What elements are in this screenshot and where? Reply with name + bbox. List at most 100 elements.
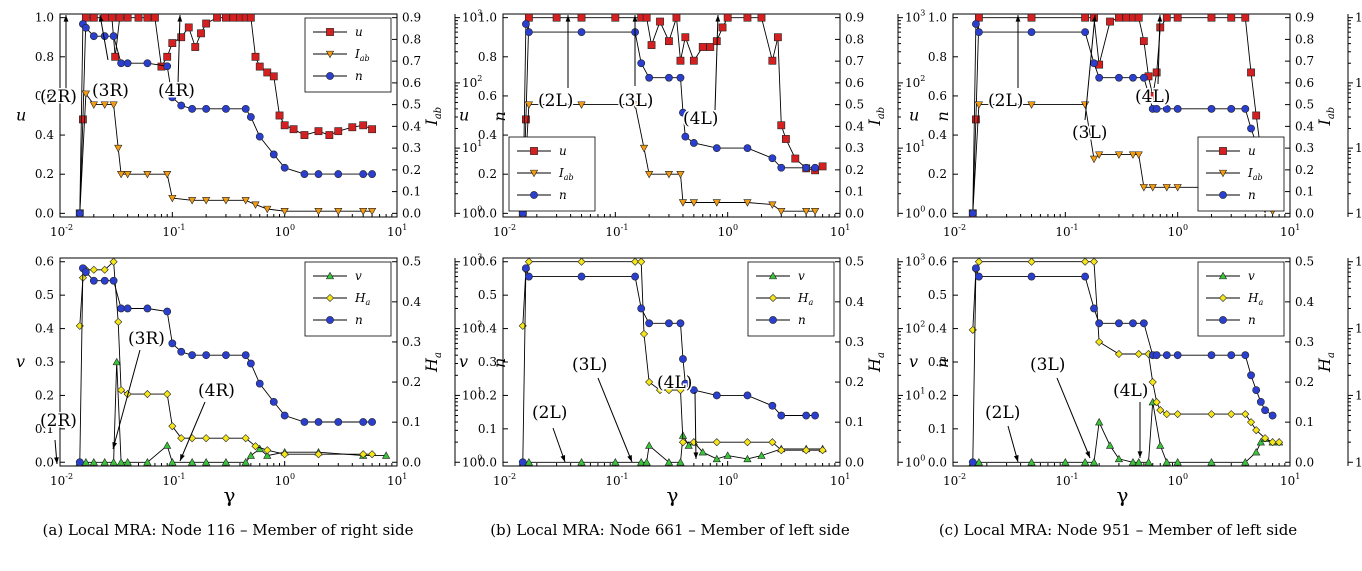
annotation-arrowhead <box>1091 15 1097 22</box>
data-point <box>300 418 309 426</box>
data-point <box>743 454 752 463</box>
annotation-arrow <box>597 377 633 463</box>
data-point <box>1089 458 1099 466</box>
data-point <box>123 59 132 68</box>
x-tick-label: 10-1 <box>1055 472 1078 488</box>
legend-marker <box>325 293 335 303</box>
legend-marker <box>1218 293 1228 303</box>
y-left-tick-label: 0.6 <box>35 255 54 269</box>
y-right2-tick-label: 101 <box>1355 139 1362 155</box>
data-point <box>188 458 197 466</box>
y-right2-tick-label: 100 <box>905 204 925 220</box>
data-point <box>631 257 640 266</box>
data-point <box>1275 438 1284 447</box>
data-point <box>111 52 120 61</box>
annotation-arrow <box>694 391 697 460</box>
y-right-tick-label: 0.1 <box>1295 415 1314 429</box>
data-point <box>334 418 343 426</box>
data-point <box>359 170 368 178</box>
data-point <box>184 23 193 32</box>
annotation-label: (2L) <box>538 91 573 111</box>
y-right2-tick-label: 102 <box>462 74 482 90</box>
annotation-arrowhead <box>1157 15 1163 22</box>
legend-label: u <box>1248 144 1256 158</box>
data-point <box>681 132 690 141</box>
series-H_a <box>518 257 827 455</box>
y-right-tick-label: 0.0 <box>845 206 864 220</box>
data-point <box>1241 351 1250 360</box>
data-point <box>1027 458 1036 466</box>
data-point <box>1144 458 1153 466</box>
legend-frame <box>1197 261 1285 337</box>
data-point <box>1261 406 1269 415</box>
panel-b-top: 10-2 10-1 100 101 0.0 0.2 0.4 0.6 0.8 1.0 0.0 0.1 0.… <box>459 9 952 239</box>
data-point <box>114 144 123 153</box>
data-point <box>241 458 250 466</box>
x-tick-label: 101 <box>830 223 850 239</box>
y-left-tick-label: 1.0 <box>35 11 54 25</box>
annotation-label: (2L) <box>985 403 1020 423</box>
y-right-label: Ha <box>1315 352 1337 373</box>
series-n <box>518 20 819 218</box>
data-point <box>1134 151 1143 159</box>
x-tick-label: 10-2 <box>493 472 516 488</box>
data-point <box>188 104 197 113</box>
legend-frame <box>747 261 835 337</box>
data-point <box>251 52 260 61</box>
data-point <box>757 13 766 22</box>
data-point <box>1241 458 1250 466</box>
y-right-tick-label: 0.5 <box>1295 255 1314 269</box>
y-right-tick-label: 0.7 <box>845 54 864 68</box>
y-left-label: v <box>909 352 918 371</box>
data-point <box>263 68 272 77</box>
data-point <box>89 458 98 466</box>
legend-label: v <box>798 269 805 283</box>
annotation-arrowhead <box>560 455 566 462</box>
data-point <box>117 458 126 466</box>
data-point <box>280 163 289 172</box>
data-point <box>522 115 530 124</box>
data-point <box>723 451 732 459</box>
series-line <box>522 434 823 463</box>
data-point <box>611 13 620 22</box>
y-right-tick-label: 0.1 <box>845 415 864 429</box>
data-point <box>524 28 533 37</box>
y-left-tick-label: 0.5 <box>478 288 497 302</box>
data-point <box>191 43 200 51</box>
legend-frame <box>304 17 392 93</box>
data-point <box>246 451 255 459</box>
data-point <box>269 72 278 81</box>
annotation-label: (3R) <box>128 329 165 349</box>
data-point <box>522 20 530 28</box>
y-right-label: Iab <box>865 107 887 127</box>
data-point <box>202 19 211 28</box>
series-n <box>968 264 1277 467</box>
data-point <box>115 13 124 22</box>
data-point <box>123 171 132 179</box>
series-v <box>518 431 827 466</box>
legend-marker <box>325 50 335 59</box>
data-point <box>637 304 646 313</box>
data-point <box>1241 104 1250 113</box>
x-tick-label: 100 <box>275 223 295 239</box>
data-point <box>1227 13 1236 22</box>
y-right-tick-label: 0.5 <box>402 98 421 112</box>
legend-marker <box>326 316 334 324</box>
data-point <box>665 37 673 46</box>
panel-b-bottom: 10-2 10-1 100 101 0.0 0.1 0.2 0.3 0.4 0.5 0.6 0.0 0.… <box>459 253 952 507</box>
annotation-arrowhead <box>1015 15 1021 22</box>
legend-marker <box>1219 316 1227 324</box>
data-point <box>163 307 172 316</box>
data-point <box>637 257 646 266</box>
annotation-label: (4L) <box>657 373 692 393</box>
data-point <box>689 56 698 65</box>
data-point <box>1152 351 1161 360</box>
data-point <box>1173 351 1182 360</box>
data-point <box>1139 319 1148 328</box>
data-point <box>664 171 674 179</box>
data-point <box>79 115 87 124</box>
data-point <box>117 171 126 179</box>
data-point <box>117 386 126 395</box>
annotation-label: (2L) <box>988 91 1023 111</box>
